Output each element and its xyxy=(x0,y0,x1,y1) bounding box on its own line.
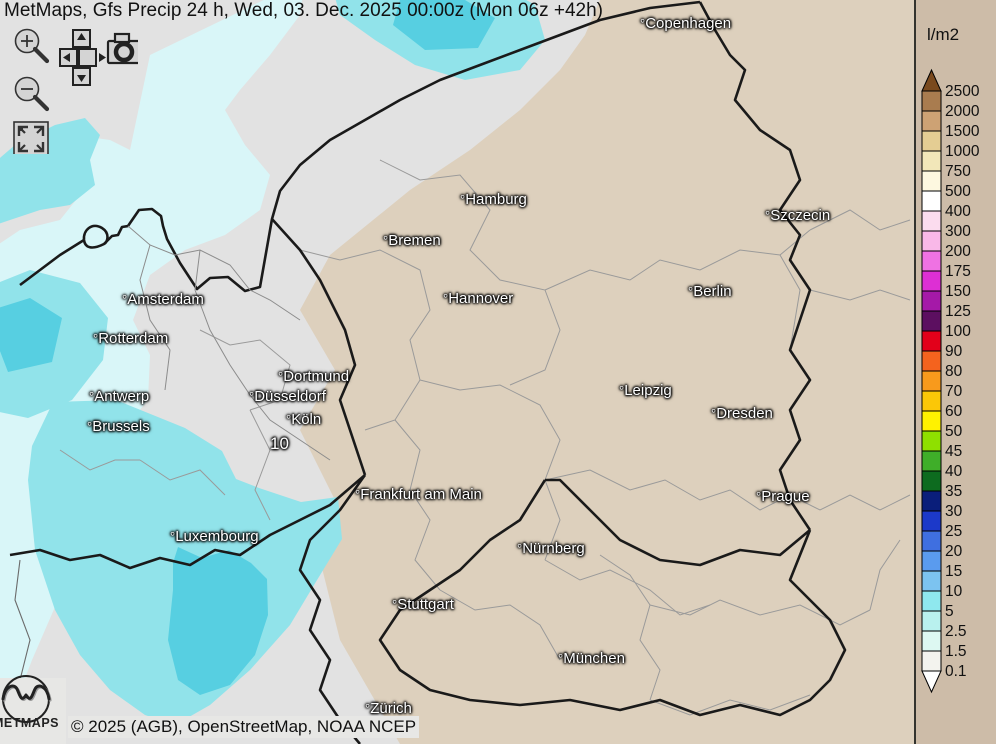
svg-text:150: 150 xyxy=(945,283,971,300)
svg-text:125: 125 xyxy=(945,303,971,320)
svg-text:45: 45 xyxy=(945,443,962,460)
svg-text:1000: 1000 xyxy=(945,143,980,160)
svg-text:10: 10 xyxy=(945,583,963,600)
svg-text:35: 35 xyxy=(945,483,962,500)
svg-text:METMAPS: METMAPS xyxy=(0,716,59,730)
svg-text:25: 25 xyxy=(945,523,962,540)
svg-text:70: 70 xyxy=(945,383,963,400)
svg-text:15: 15 xyxy=(945,563,962,580)
svg-text:80: 80 xyxy=(945,363,963,380)
svg-text:l/m2: l/m2 xyxy=(927,25,959,44)
svg-text:1.5: 1.5 xyxy=(945,643,967,660)
svg-text:175: 175 xyxy=(945,263,971,280)
svg-text:100: 100 xyxy=(945,323,971,340)
svg-text:300: 300 xyxy=(945,223,971,240)
svg-text:0.1: 0.1 xyxy=(945,663,967,680)
svg-text:200: 200 xyxy=(945,243,971,260)
svg-text:500: 500 xyxy=(945,183,971,200)
svg-text:60: 60 xyxy=(945,403,963,420)
svg-text:5: 5 xyxy=(945,603,954,620)
svg-text:50: 50 xyxy=(945,423,963,440)
svg-text:750: 750 xyxy=(945,163,971,180)
svg-text:2.5: 2.5 xyxy=(945,623,967,640)
svg-text:1500: 1500 xyxy=(945,123,980,140)
svg-text:2000: 2000 xyxy=(945,103,980,120)
svg-text:40: 40 xyxy=(945,463,963,480)
svg-text:2500: 2500 xyxy=(945,83,980,100)
svg-text:90: 90 xyxy=(945,343,963,360)
svg-text:20: 20 xyxy=(945,543,963,560)
svg-text:30: 30 xyxy=(945,503,963,520)
svg-text:400: 400 xyxy=(945,203,971,220)
